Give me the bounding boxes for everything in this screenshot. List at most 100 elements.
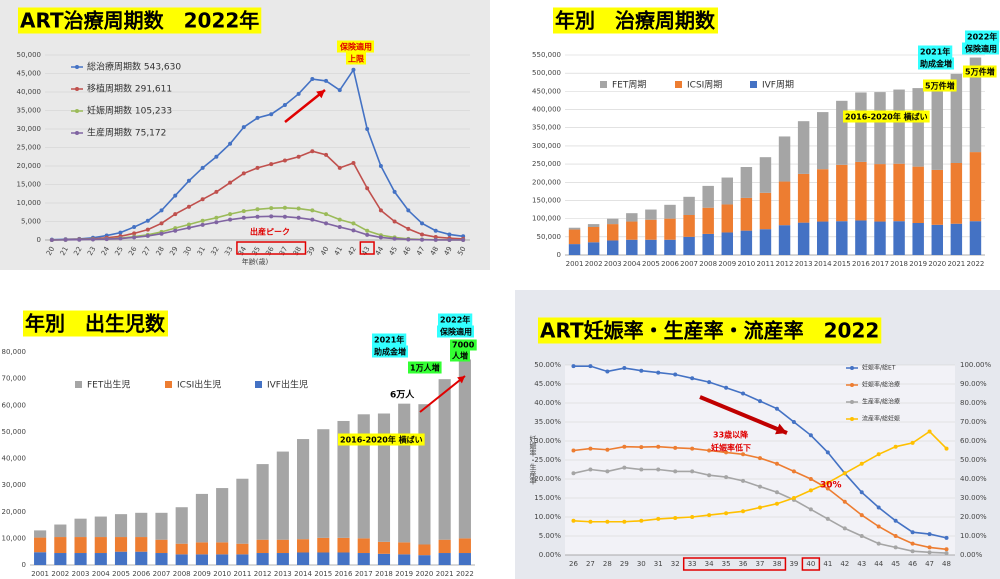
annotation: 33歳以降 [713, 430, 749, 440]
point-marker [228, 180, 233, 185]
point-marker [571, 364, 576, 369]
x-tick-label: 38 [292, 245, 303, 257]
bar-segment [34, 552, 47, 565]
point-marker [337, 165, 342, 170]
point-marker [200, 165, 205, 170]
x-tick-label: 47 [925, 560, 934, 568]
x-tick-label: 33 [688, 560, 697, 568]
chart-panel: 年別 治療周期数 0 50,000 100,000 150,000 200,000 250,… [515, 0, 1000, 270]
legend-marker [75, 65, 79, 69]
y-tick-label: 50.00% [534, 361, 561, 369]
bar-segment [836, 164, 848, 222]
point-marker [639, 467, 644, 472]
y-tick-label: 35.00% [534, 418, 561, 426]
legend-label: ICSI周期 [687, 80, 722, 91]
legend-label: ICSI出生児 [177, 379, 221, 391]
bar-segment [587, 227, 600, 243]
point-marker [876, 452, 881, 457]
x-tick-label: 44 [374, 245, 386, 257]
y-tick-label: 5,000 [21, 218, 41, 226]
point-marker [255, 207, 260, 212]
bar-segment [587, 224, 600, 227]
legend-marker [850, 383, 854, 387]
point-marker [605, 369, 610, 374]
bar-segment [74, 553, 87, 565]
bar-segment [759, 229, 772, 255]
point-marker [825, 486, 830, 491]
point-marker [132, 235, 137, 240]
annotation-bg [965, 30, 1000, 43]
point-marker [406, 226, 411, 231]
x-tick-label: 44 [874, 560, 883, 568]
x-tick-label: 37 [756, 560, 765, 568]
bar-segment [664, 204, 676, 219]
bar-segment [568, 227, 581, 230]
bar-segment [438, 379, 451, 540]
point-marker [910, 530, 915, 535]
annotation-bg [372, 345, 408, 358]
point-marker [707, 380, 712, 385]
x-tick-label: 37 [278, 245, 289, 257]
point-marker [927, 550, 932, 555]
chart-title: 年別 出生児数 [25, 312, 166, 336]
point-marker [296, 154, 301, 159]
point-marker [808, 477, 813, 481]
point-marker [910, 549, 915, 554]
bar-segment [683, 236, 695, 255]
point-marker [365, 228, 370, 233]
x-tick-label: 2022 [967, 260, 985, 268]
point-marker [724, 511, 729, 516]
panel-bg [515, 0, 1000, 270]
bar-segment [702, 207, 714, 234]
y2-tick-label: 90.00% [960, 380, 987, 388]
highlight-box [682, 557, 787, 571]
y-tick-label: 45,000 [17, 70, 42, 78]
x-tick-label: 46 [908, 560, 917, 568]
bar-segment [683, 215, 695, 237]
x-tick-label: 2001 [566, 260, 584, 268]
legend-swatch [255, 381, 262, 388]
highlight-box [801, 557, 821, 571]
legend-swatch [750, 81, 757, 88]
y-tick-label: 30.00% [534, 437, 561, 445]
bar-segment [874, 164, 886, 222]
point-marker [392, 236, 397, 241]
y-tick-label: 70,000 [2, 375, 27, 383]
y-tick-label: 0 [37, 236, 41, 244]
x-tick-label: 28 [155, 245, 166, 257]
point-marker [186, 204, 191, 209]
point-marker [324, 221, 329, 226]
point-marker [758, 484, 762, 489]
point-marker [310, 208, 315, 213]
y-tick-label: 5.00% [539, 532, 562, 540]
x-tick-label: 34 [705, 560, 714, 568]
x-tick-label: 2001 [31, 570, 49, 578]
y2-tick-label: 70.00% [960, 418, 987, 426]
point-marker [365, 127, 370, 131]
x-tick-label: 33 [223, 245, 234, 257]
bar-segment [950, 223, 963, 255]
bar-segment [912, 223, 924, 255]
bar-segment [74, 518, 87, 538]
point-marker [269, 206, 274, 211]
point-marker [774, 461, 779, 466]
chart-title: ART治療周期数 2022年 [20, 9, 259, 33]
point-marker [893, 444, 898, 449]
point-marker [365, 186, 370, 191]
annotation: 2021年 [920, 47, 950, 57]
bar-segment [195, 493, 208, 543]
bar-segment [94, 537, 107, 554]
x-tick-label: 35 [722, 560, 731, 568]
annotation: 30% [820, 481, 842, 491]
legend-marker [75, 87, 79, 91]
x-tick-label: 2021 [947, 260, 965, 268]
y-tick-label: 50,000 [17, 51, 42, 59]
point-marker [690, 515, 695, 519]
bar-segment [54, 524, 67, 538]
x-tick-label: 2020 [416, 570, 434, 578]
x-tick-label: 2007 [153, 570, 171, 578]
point-marker [656, 516, 661, 521]
x-tick-label: 42 [347, 245, 358, 257]
y-tick-label: 200,000 [532, 178, 561, 186]
legend-label: 妊娠率/総治療 [862, 381, 900, 389]
